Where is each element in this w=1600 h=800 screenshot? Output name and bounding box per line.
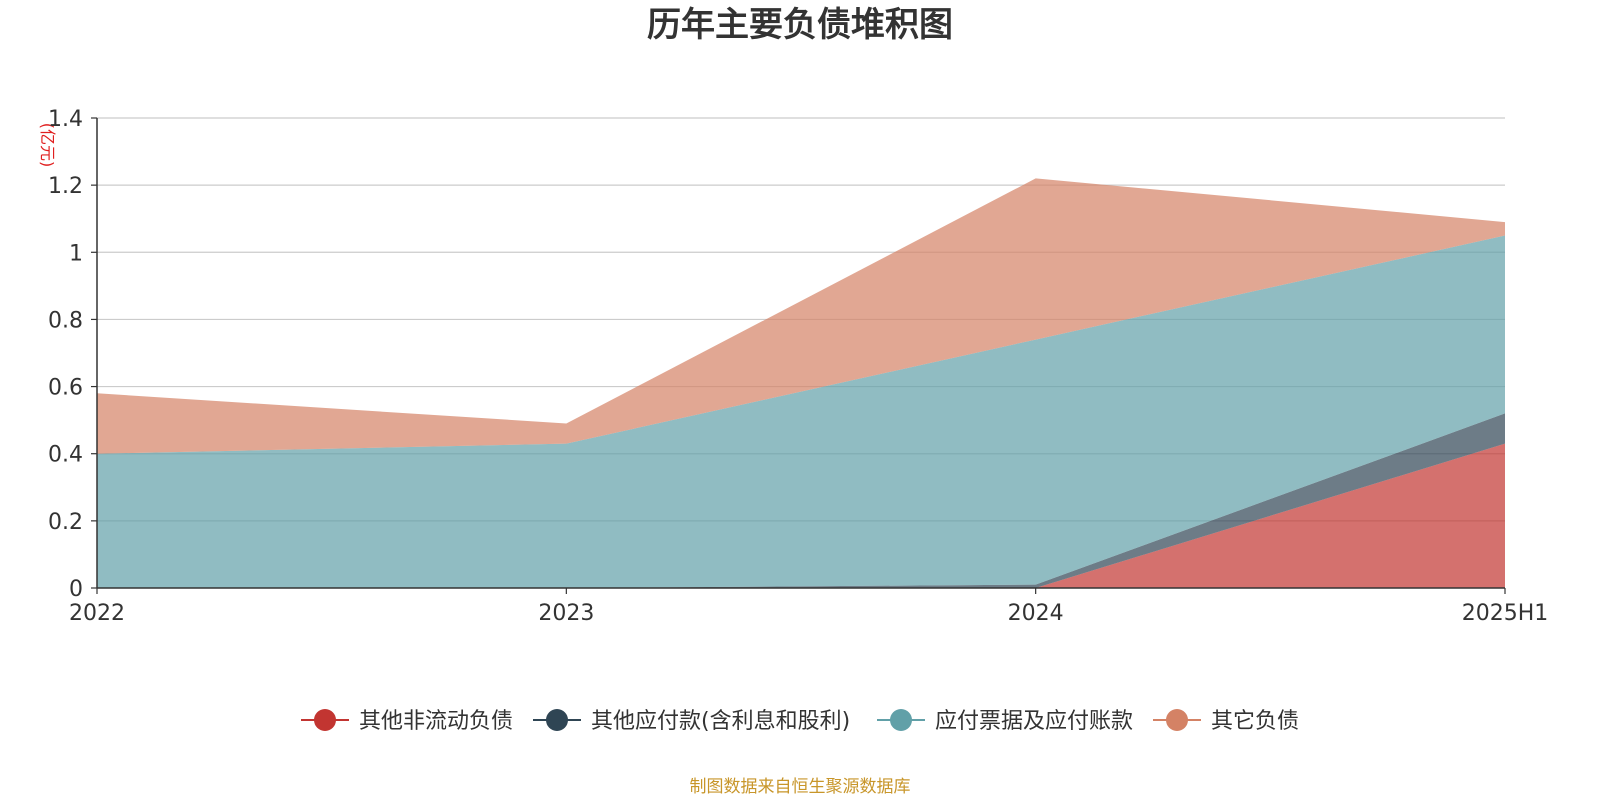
area-series-0 (97, 443, 1505, 588)
y-tick-label: 0.2 (48, 510, 83, 535)
legend-swatch-dot (546, 709, 568, 731)
y-axis-unit-label: (亿元) (38, 123, 57, 168)
y-tick-label: 0 (69, 577, 83, 602)
x-tick-label: 2025H1 (1462, 601, 1549, 626)
legend-swatch-dot (314, 709, 336, 731)
legend-item-1[interactable]: 其他应付款(含利息和股利) (533, 709, 850, 734)
y-tick-label: 1.2 (48, 174, 83, 199)
x-tick-label: 2024 (1008, 601, 1064, 626)
legend-item-0[interactable]: 其他非流动负债 (301, 709, 513, 734)
y-tick-label: 1 (69, 241, 83, 266)
legend-item-3[interactable]: 其它负债 (1153, 709, 1299, 734)
legend-swatch-dot (1166, 709, 1188, 731)
area-series-2 (97, 235, 1505, 588)
area-series (97, 178, 1505, 588)
legend-label: 其它负债 (1211, 709, 1299, 734)
legend-label: 其他非流动负债 (359, 709, 513, 734)
x-tick-label: 2022 (69, 601, 125, 626)
legend-swatch-dot (890, 709, 912, 731)
data-source-note: 制图数据来自恒生聚源数据库 (690, 777, 911, 797)
x-tick-label: 2023 (538, 601, 594, 626)
legend-item-2[interactable]: 应付票据及应付账款 (877, 709, 1133, 734)
legend-label: 其他应付款(含利息和股利) (591, 709, 850, 734)
legend[interactable]: 其他非流动负债 其他应付款(含利息和股利) 应付票据及应付账款 其它负债 (301, 709, 1299, 734)
chart-title: 历年主要负债堆积图 (647, 5, 953, 45)
area-series-1 (97, 413, 1505, 588)
y-tick-label: 1.4 (48, 107, 83, 132)
y-tick-label: 0.4 (48, 443, 83, 468)
area-series-3 (97, 178, 1505, 454)
y-tick-label: 0.6 (48, 376, 83, 401)
legend-label: 应付票据及应付账款 (935, 709, 1133, 734)
axes: 0 0.2 0.4 0.6 0.8 1 1.2 1.4 2022 2023 2024 2025H1 (48, 107, 1548, 626)
y-tick-label: 0.8 (48, 308, 83, 333)
